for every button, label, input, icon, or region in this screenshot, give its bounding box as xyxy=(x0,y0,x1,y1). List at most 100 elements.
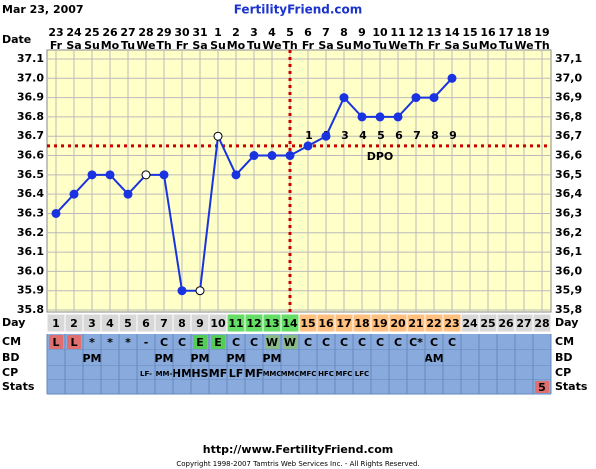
cycle-day: 16 xyxy=(318,317,334,330)
date-label: 11 xyxy=(390,26,405,39)
cell-highlight xyxy=(193,335,207,349)
cell-text: LF- xyxy=(140,370,152,378)
cycle-day: 20 xyxy=(390,317,406,330)
date-label: Date xyxy=(2,33,31,46)
weekday-label: Mo xyxy=(101,39,120,52)
weekday-label: Su xyxy=(462,39,478,52)
cycle-day: 2 xyxy=(70,317,78,330)
y2-tick-label: 36,4 xyxy=(555,187,582,200)
cell-highlight xyxy=(211,335,225,349)
cycle-day: 14 xyxy=(282,317,298,330)
cell-text: * xyxy=(89,336,95,349)
row-label: CM xyxy=(2,335,21,348)
cycle-day: 17 xyxy=(336,317,351,330)
y-tick-label: 37.1 xyxy=(17,52,44,65)
cycle-day: 6 xyxy=(142,317,150,330)
cycle-day: 24 xyxy=(462,317,478,330)
weekday-label: Sa xyxy=(66,39,81,52)
temperature-point xyxy=(393,112,403,122)
weekday-label: Th xyxy=(282,39,297,52)
weekday-label: We xyxy=(136,39,155,52)
weekday-label: Sa xyxy=(192,39,207,52)
y-tick-label: 35.9 xyxy=(17,284,44,297)
cycle-day: 10 xyxy=(210,317,226,330)
temperature-point xyxy=(177,286,187,296)
cycle-day: 18 xyxy=(354,317,369,330)
weekday-label: Su xyxy=(84,39,100,52)
date-label: 6 xyxy=(304,26,312,39)
cycle-day: 7 xyxy=(160,317,168,330)
cell-text: C xyxy=(322,336,330,349)
weekday-label: Th xyxy=(408,39,423,52)
weekday-label: We xyxy=(262,39,281,52)
cell-text: HFC xyxy=(318,370,334,378)
weekday-label: Su xyxy=(336,39,352,52)
weekday-label: Th xyxy=(156,39,171,52)
footer-copyright: Copyright 1998-2007 Tamtris Web Services… xyxy=(176,460,419,468)
cell-text: MF xyxy=(209,367,227,380)
date-label: 2 xyxy=(232,26,240,39)
date-label: 16 xyxy=(480,26,496,39)
temperature-point xyxy=(213,131,223,141)
date-label: 5 xyxy=(286,26,294,39)
cell-text: * xyxy=(107,336,113,349)
cell-text: C* xyxy=(409,336,423,349)
weekday-label: We xyxy=(514,39,533,52)
y-tick-label: 36.3 xyxy=(17,206,44,219)
temperature-point xyxy=(285,151,295,161)
dpo-label: 1 xyxy=(305,129,313,142)
temperature-point xyxy=(141,170,151,180)
cell-highlight xyxy=(535,381,549,393)
temperature-point xyxy=(159,170,169,180)
cycle-day: 27 xyxy=(516,317,531,330)
weekday-label: Fr xyxy=(302,39,315,52)
row-label: BD xyxy=(2,351,20,364)
cycle-day: 13 xyxy=(264,317,279,330)
temperature-point xyxy=(69,189,79,199)
row-label: Stats xyxy=(2,380,35,393)
date-label: 29 xyxy=(156,26,171,39)
temperature-point xyxy=(357,112,367,122)
date-label: 30 xyxy=(174,26,190,39)
date-label: 15 xyxy=(462,26,477,39)
dpo-label: 5 xyxy=(377,129,385,142)
y-tick-label: 36.5 xyxy=(17,168,44,181)
temperature-point xyxy=(375,112,385,122)
weekday-label: Th xyxy=(534,39,549,52)
date-label: 1 xyxy=(214,26,222,39)
y-tick-label: 37.0 xyxy=(17,71,44,84)
weekday-label: Tu xyxy=(373,39,387,52)
cell-text: W xyxy=(266,336,278,349)
cycle-day: 21 xyxy=(408,317,423,330)
cell-text: MFC xyxy=(300,370,317,378)
cell-text: MM- xyxy=(156,370,173,378)
day-cell xyxy=(532,313,552,333)
y-tick-label: 36.7 xyxy=(17,129,44,142)
cell-text: C xyxy=(160,336,168,349)
date-label: 19 xyxy=(534,26,549,39)
cycle-day: 28 xyxy=(534,317,549,330)
cell-text: C xyxy=(376,336,384,349)
y-tick-label: 35.8 xyxy=(17,303,44,316)
row-label: Stats xyxy=(555,380,588,393)
dpo-title: DPO xyxy=(367,150,394,163)
date-label: 23 xyxy=(48,26,63,39)
cell-text: MMC xyxy=(262,370,281,378)
y-tick-label: 36.9 xyxy=(17,91,44,104)
y2-tick-label: 37,0 xyxy=(555,71,582,84)
date-label: 14 xyxy=(444,26,460,39)
cell-text: - xyxy=(144,336,149,349)
cell-text: LFC xyxy=(355,370,369,378)
cell-highlight xyxy=(49,335,63,349)
row-label: BD xyxy=(555,351,573,364)
cell-text: C xyxy=(250,336,258,349)
cell-text: PM xyxy=(154,352,173,365)
cycle-day: 5 xyxy=(124,317,132,330)
site-title: FertilityFriend.com xyxy=(234,3,363,17)
cell-text: * xyxy=(125,336,131,349)
temperature-point xyxy=(87,170,97,180)
cycle-day: 11 xyxy=(228,317,243,330)
cell-text: C xyxy=(178,336,186,349)
weekday-label: Sa xyxy=(318,39,333,52)
